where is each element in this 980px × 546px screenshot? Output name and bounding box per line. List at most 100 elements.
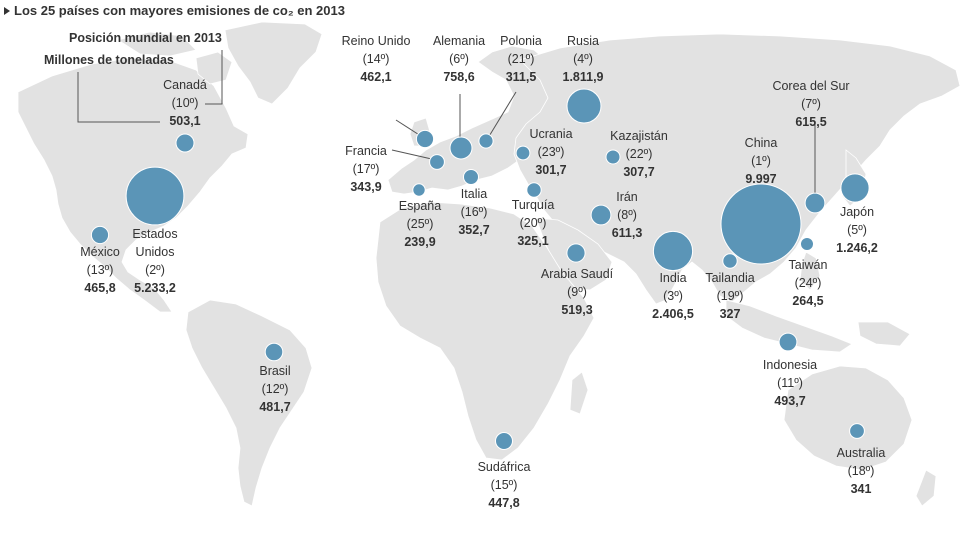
africa-shape [375,201,595,461]
label-japon: Japón (5º) 1.246,2 [836,203,878,257]
country-rank: (19º) [716,289,744,303]
country-name: Kazajistán [610,129,668,143]
country-name: Sudáfrica [477,460,531,474]
country-value: 239,9 [404,235,436,249]
country-rank: (5º) [847,223,867,237]
label-corea-del-sur: Corea del Sur (7º) 615,5 [772,77,849,131]
country-name: Japón [839,205,875,219]
emission-bubbles [90,88,870,450]
country-name: Italia [460,187,488,201]
country-name-line-1: Estados [132,227,178,241]
label-reino-unido: Reino Unido (14º) 462,1 [342,32,411,86]
country-rank: (11º) [777,376,803,390]
label-rusia: Rusia (4º) 1.811,9 [562,32,603,86]
country-rank: (14º) [362,52,390,66]
country-rank: (16º) [460,205,488,219]
country-rank: (22º) [625,147,653,161]
country-value: 1.246,2 [836,241,878,255]
bubble-canada [175,133,195,153]
bubble-reino-unido [415,129,435,149]
country-rank: (18º) [847,464,875,478]
country-name: Reino Unido [341,34,411,48]
country-name: Francia [345,144,387,158]
bubble-eeuu [125,166,185,226]
country-rank: (6º) [449,52,469,66]
bubble-corea-del-sur [804,192,826,214]
country-value: 615,5 [795,115,827,129]
bubble-india [652,230,694,272]
bubble-sudafrica [495,432,513,450]
country-value: 9.997 [745,172,777,186]
country-value: 325,1 [517,234,549,248]
label-india: India (3º) 2.406,5 [652,269,694,323]
country-value: 611,3 [611,226,643,240]
country-name: Polonia [500,34,542,48]
country-name: Arabia Saudí [540,267,614,281]
bubble-taiwan [800,237,814,251]
bubble-australia [849,423,865,439]
country-rank: (7º) [801,97,821,111]
francia-leader [391,149,437,161]
label-canada: Canadá (10º) 503,1 [163,76,207,130]
country-name: Canadá [163,78,207,92]
country-value: 264,5 [792,294,824,308]
country-value: 481,7 [259,400,291,414]
country-value: 465,8 [84,281,116,295]
legend-value-leader [77,72,160,123]
label-francia: Francia (17º) 343,9 [345,142,387,196]
country-rank: (17º) [352,162,380,176]
bubble-italia [463,169,479,185]
bubble-espana [412,183,426,197]
new-zealand-shape [915,469,937,507]
legend-rank-leader [205,50,223,105]
bubble-arabia-saudi [566,243,586,263]
label-polonia: Polonia (21º) 311,5 [500,32,542,86]
country-name-line-2: Unidos [135,245,175,259]
country-name: Rusia [567,34,599,48]
polonia-leader [487,91,517,139]
country-value: 341 [850,482,872,496]
country-rank: (9º) [567,285,587,299]
country-rank: (3º) [663,289,683,303]
legend-rank-label: Posición mundial en 2013 [69,31,222,45]
philippines-shape [799,251,821,291]
leader-lines [77,50,816,200]
bubble-rusia [566,88,602,124]
south-america-shape [185,299,313,507]
country-name: India [659,271,687,285]
country-rank: (21º) [507,52,535,66]
country-name: Brasil [259,364,291,378]
bubble-iran [590,204,612,226]
bubble-tailandia [722,253,738,269]
country-name: México [80,245,120,259]
label-australia: Australia (18º) 341 [837,444,886,498]
country-name: Tailandia [705,271,755,285]
country-value: 519,3 [561,303,593,317]
country-value: 5.233,2 [134,281,176,295]
label-arabia-saudi: Arabia Saudí (9º) 519,3 [541,265,613,319]
country-value: 493,7 [774,394,806,408]
country-name: Irán [616,190,638,204]
country-rank: (2º) [145,263,165,277]
label-china: China (1º) 9.997 [745,134,778,188]
label-italia: Italia (16º) 352,7 [458,185,489,239]
arctic-islands-shape [116,31,197,57]
label-mexico: México (13º) 465,8 [80,243,120,297]
country-value: 327 [719,307,741,321]
country-rank: (25º) [406,217,434,231]
country-rank: (4º) [573,52,593,66]
country-name: Taiwán [788,258,828,272]
map-title: Los 25 países con mayores emisiones de c… [14,3,345,18]
label-taiwan: Taiwán (24º) 264,5 [789,256,828,310]
bubble-kazajistan [605,149,621,165]
country-rank: (8º) [617,208,637,222]
country-value: 1.811,9 [562,70,604,84]
country-rank: (15º) [490,478,518,492]
country-value: 758,6 [443,70,475,84]
bubble-polonia [478,133,494,149]
label-sudafrica: Sudáfrica (15º) 447,8 [478,458,531,512]
country-value: 503,1 [169,114,201,128]
country-value: 311,5 [505,70,537,84]
country-name: Ucrania [529,127,573,141]
